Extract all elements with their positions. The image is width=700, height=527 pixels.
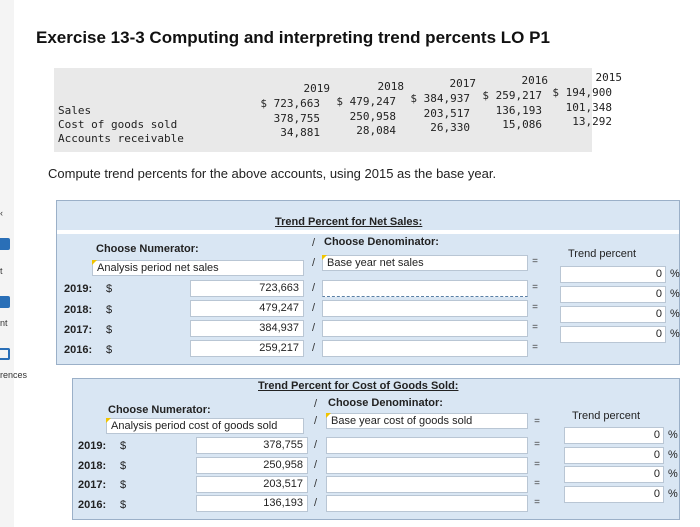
sales-denominator-label: Choose Denominator:: [324, 236, 439, 248]
year-header-2018: 2018: [377, 80, 405, 93]
sidebar-label-3[interactable]: rences: [0, 370, 28, 380]
sales-denominator-input-2016[interactable]: [322, 340, 528, 357]
sidebar-references-icon[interactable]: [0, 348, 10, 360]
sales-denominator-input-2017[interactable]: [322, 320, 528, 337]
left-sidebar: [0, 0, 14, 527]
sales-denominator-input-2019[interactable]: [322, 280, 528, 297]
sales-trend-2018[interactable]: 0: [560, 286, 666, 303]
sales-2019: $ 723,663: [260, 97, 320, 110]
cogs-year-2018: 2018:: [78, 460, 107, 472]
sales-year-2016: 2016:: [64, 344, 93, 356]
sidebar-bookmark-icon[interactable]: [0, 238, 10, 250]
cogs-year-2016: 2016:: [78, 499, 107, 511]
year-header-2019: 2019: [303, 82, 331, 95]
ar-2016: 15,086: [502, 118, 542, 131]
sales-trend-header: Trend percent: [568, 248, 637, 260]
cogs-numerator-select[interactable]: Analysis period cost of goods sold: [106, 418, 304, 434]
cogs-denominator-select[interactable]: Base year cost of goods sold: [326, 413, 528, 429]
sales-denominator-select[interactable]: Base year net sales: [322, 255, 528, 271]
sales-trend-2019[interactable]: 0: [560, 266, 666, 283]
sales-denominator-input-2018[interactable]: [322, 300, 528, 317]
sales-amount-2018: 479,247: [190, 300, 304, 317]
ar-2018: 28,084: [356, 124, 396, 137]
cogs-2019: 378,755: [273, 112, 320, 125]
sidebar-book-icon[interactable]: [0, 296, 10, 308]
sales-numerator-label: Choose Numerator:: [96, 243, 199, 255]
row-label-cogs: Cost of goods sold: [58, 118, 178, 131]
sidebar-label-1[interactable]: t: [0, 266, 3, 276]
sales-panel-title: Trend Percent for Net Sales:: [275, 216, 423, 228]
cogs-trend-2016[interactable]: 0: [564, 486, 664, 503]
cogs-denominator-input-2019[interactable]: [326, 437, 528, 454]
sidebar-arrow-icon[interactable]: ‹: [0, 208, 3, 218]
cogs-year-2019: 2019:: [78, 440, 107, 452]
sales-year-2018: 2018:: [64, 304, 93, 316]
year-header-2016: 2016: [521, 74, 549, 87]
cogs-amount-2016: 136,193: [196, 495, 308, 512]
sales-amount-2017: 384,937: [190, 320, 304, 337]
cogs-numerator-label: Choose Numerator:: [108, 404, 211, 416]
sales-amount-2016: 259,217: [190, 340, 304, 357]
cogs-amount-2017: 203,517: [196, 476, 308, 493]
cogs-year-2017: 2017:: [78, 479, 107, 491]
cogs-trend-2018[interactable]: 0: [564, 447, 664, 464]
sales-2017: $ 384,937: [410, 92, 470, 105]
ar-2015: 13,292: [572, 115, 612, 128]
row-label-ar: Accounts receivable: [58, 132, 184, 145]
cogs-amount-2018: 250,958: [196, 457, 308, 474]
sales-2016: $ 259,217: [482, 89, 542, 102]
cogs-amount-2019: 378,755: [196, 437, 308, 454]
cogs-denominator-input-2017[interactable]: [326, 476, 528, 493]
ar-2017: 26,330: [430, 121, 470, 134]
cogs-trend-header: Trend percent: [572, 410, 641, 422]
cogs-2017: 203,517: [423, 107, 470, 120]
row-label-sales: Sales: [58, 104, 92, 117]
cogs-denominator-label: Choose Denominator:: [328, 397, 443, 409]
cogs-trend-2019[interactable]: 0: [564, 427, 664, 444]
year-header-2017: 2017: [449, 77, 477, 90]
sales-amount-2019: 723,663: [190, 280, 304, 297]
page-title: Exercise 13-3 Computing and interpreting…: [36, 28, 550, 47]
cogs-2016: 136,193: [495, 104, 542, 117]
cogs-2015: 101,348: [565, 101, 612, 114]
cogs-2018: 250,958: [349, 110, 396, 123]
cogs-trend-2017[interactable]: 0: [564, 466, 664, 483]
ar-2019: 34,881: [280, 126, 320, 139]
data-summary-table: 2019 2018 2017 2016 2015 Sales Cost of g…: [54, 68, 622, 152]
instruction-text: Compute trend percents for the above acc…: [48, 166, 497, 181]
cogs-panel-title: Trend Percent for Cost of Goods Sold:: [258, 380, 459, 392]
year-header-2015: 2015: [595, 71, 623, 84]
sidebar-label-2[interactable]: nt: [0, 318, 8, 328]
sales-trend-2016[interactable]: 0: [560, 326, 666, 343]
cogs-denominator-input-2018[interactable]: [326, 457, 528, 474]
sales-numerator-select[interactable]: Analysis period net sales: [92, 260, 304, 276]
sales-year-2019: 2019:: [64, 283, 93, 295]
sales-year-2017: 2017:: [64, 324, 93, 336]
sales-2015: $ 194,900: [552, 86, 612, 99]
cogs-denominator-input-2016[interactable]: [326, 495, 528, 512]
sales-trend-2017[interactable]: 0: [560, 306, 666, 323]
sales-2018: $ 479,247: [336, 95, 396, 108]
